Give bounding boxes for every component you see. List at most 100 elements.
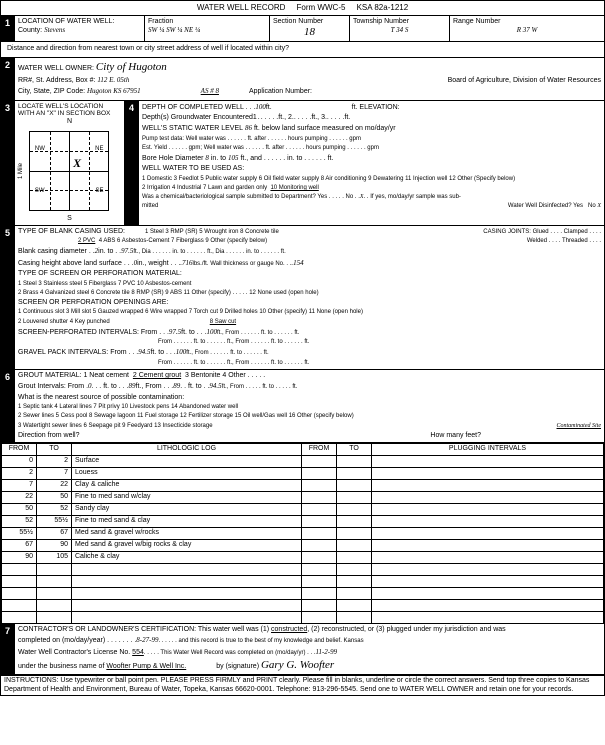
range-label: Range Number <box>453 18 601 26</box>
log-h-to2: TO <box>337 444 372 456</box>
disinf-x: X <box>597 203 601 210</box>
log-h-from2: FROM <box>302 444 337 456</box>
sec3-se: SE <box>96 188 104 195</box>
bore-ft: ft., and . . . . . . in. to . . . . . . … <box>240 155 333 163</box>
log-h-lith: LITHOLOGIC LOG <box>72 444 302 456</box>
open-label: SCREEN OR PERFORATION OPENINGS ARE: <box>18 298 601 308</box>
s7-business: Woofter Pump & Well Inc. <box>106 663 186 671</box>
table-row <box>2 612 604 624</box>
table-row: 27Louess <box>2 468 604 480</box>
table-row: 6790Med sand & gravel w/big rocks & clay <box>2 540 604 552</box>
gi-t0: 89 <box>129 382 136 390</box>
c3: 3 Watertight sewer lines 6 Seepage pit 9… <box>18 423 213 430</box>
swl-after: ft. below land surface measured on mo/da… <box>254 125 396 133</box>
chem-after: . . If yes, mo/day/yr sample was sub- <box>364 194 461 201</box>
form-header: WATER WELL RECORD Form WWC-5 KSA 82a-121… <box>1 1 604 16</box>
depth-label: DEPTH OF COMPLETED WELL . . . <box>142 104 255 112</box>
pvc-selected: 2 PVC <box>78 238 95 245</box>
county-label: County: <box>18 27 42 34</box>
log-h-to: TO <box>37 444 72 456</box>
c1: 1 Septic tank 4 Lateral lines 7 Pit priv… <box>18 403 601 412</box>
footer-instructions: INSTRUCTIONS: Use typewriter or ball poi… <box>1 675 604 695</box>
log-h-from: FROM <box>2 444 37 456</box>
range-value: R 37 W <box>453 26 601 34</box>
sec3-n: N <box>18 118 121 126</box>
s7-license-label: Water Well Contractor's License No. <box>18 649 130 657</box>
s7-rest1: , (2) reconstructed, or (3) plugged unde… <box>307 626 505 634</box>
gpi-row2: From . . . . . . ft. to . . . . . . ft.,… <box>18 359 601 368</box>
section-label: Section Number <box>273 18 346 26</box>
board-label: Board of Agriculture, Division of Water … <box>448 77 601 85</box>
distance-label: Distance and direction from nearest town… <box>4 43 601 55</box>
gi-f1: 89 <box>173 382 180 390</box>
township-value: T 34 S <box>353 26 446 34</box>
form-no: Form WWC-5 <box>297 3 346 12</box>
swl-value: 86 <box>245 124 252 132</box>
s7-sig-label: by (signature) <box>216 663 259 671</box>
spi-after: ft., From . . . . . . ft. to . . . . . .… <box>217 330 299 337</box>
section-x-mark: X <box>73 156 81 170</box>
spi-t: 100 <box>206 328 217 336</box>
s7-label: CONTRACTOR'S OR LANDOWNER'S CERTIFICATIO… <box>18 626 269 634</box>
section-7: 7 CONTRACTOR'S OR LANDOWNER'S CERTIFICAT… <box>1 624 604 675</box>
sec3-mile: 1 Mile <box>18 163 25 179</box>
disinf-label: Water Well Disinfected? Yes <box>508 203 583 210</box>
section-value: 18 <box>273 26 346 39</box>
gi-rest: ft., From . . . . . ft. to . . . . . ft. <box>222 384 298 391</box>
table-row: 722Clay & caliche <box>2 480 604 492</box>
joints2: Welded . . . . Threaded . . . . <box>527 238 601 245</box>
sec3-sw: SW <box>35 188 45 195</box>
est-label: Est. Yield . . . . . . gpm; Well water w… <box>142 144 601 153</box>
table-row <box>2 564 604 576</box>
sec6-label: GROUT MATERIAL: 1 Neat cement <box>18 372 129 380</box>
spi-row2: From . . . . . . ft. to . . . . . . ft.,… <box>18 338 601 347</box>
bd-label: Blank casing diameter . . <box>18 248 95 256</box>
section-num-6: 6 <box>1 370 15 442</box>
sec1-label: LOCATION OF WATER WELL: <box>18 18 141 26</box>
section-num-7: 7 <box>1 624 15 674</box>
spi-from-lbl: From . . . <box>141 329 169 337</box>
s7-rest3: . . . . . This Water Well Record was com… <box>144 650 316 657</box>
section-3-4: 3 LOCATE WELL'S LOCATION WITH AN "X" IN … <box>1 101 604 226</box>
bd-in: in. to . . <box>98 248 121 256</box>
section-box: NW NE SW SE X <box>29 131 109 211</box>
sec3-nw: NW <box>35 146 45 153</box>
table-row <box>2 600 604 612</box>
title: WATER WELL RECORD <box>197 3 286 12</box>
op2: 2 Louvered shutter 4 Key punched <box>18 319 110 326</box>
bore-in: in. to <box>211 155 226 163</box>
section-num-4: 4 <box>125 101 139 225</box>
form-container: WATER WELL RECORD Form WWC-5 KSA 82a-121… <box>0 0 605 696</box>
sec1-distance: Distance and direction from nearest town… <box>1 42 604 57</box>
gpi-from-lbl: From . . . <box>110 349 138 357</box>
dft: ft. <box>344 114 350 122</box>
gpi-f: 94.5 <box>138 348 150 356</box>
gi-label: Grout Intervals: From . <box>18 383 88 391</box>
sec3-label: LOCATE WELL'S LOCATION WITH AN "X" IN SE… <box>18 103 121 119</box>
ca-label: Casing height above land surface . . . <box>18 260 134 268</box>
chem-label: Was a chemical/bacteriological sample su… <box>142 194 360 201</box>
c2: 2 Sewer lines 5 Cess pool 8 Sewage lagoo… <box>18 412 601 421</box>
s7-date1: 8-27-99 <box>136 636 158 644</box>
section-2: 2 WATER WELL OWNER: City of Hugoton RR#,… <box>1 58 604 101</box>
log-h-plug: PLUGGING INTERVALS <box>372 444 604 456</box>
howmany-label: How many feet? <box>430 432 481 440</box>
table-row: 2250Fine to med sand w/clay <box>2 492 604 504</box>
s7-rest2: . . . . . . and this record is true to t… <box>158 638 363 645</box>
s7-under-label: under the business name of <box>18 663 104 671</box>
depth-unit: ft. <box>266 104 272 112</box>
sec5-opts2: 4 ABS 6 Asbestos-Cement 7 Fiberglass 9 O… <box>99 238 267 245</box>
county-value: Stevens <box>44 26 65 34</box>
ca-in: in., weight . . . <box>137 260 180 268</box>
owner-value: City of Hugoton <box>96 61 167 74</box>
use-selected: 10 Monitoring well <box>270 185 318 192</box>
table-row: 90105Caliche & clay <box>2 552 604 564</box>
bore-label: Bore Hole Diameter <box>142 155 203 163</box>
sec6-after: 3 Bentonite 4 Other . . . . . <box>185 372 265 380</box>
uses-1: 1 Domestic 3 Feedlot 5 Public water supp… <box>142 175 601 184</box>
table-row <box>2 576 604 588</box>
gpi-to-lbl: ft. to . . . <box>150 349 175 357</box>
wt-value: .716 <box>180 259 192 267</box>
depths-enc-label: Depth(s) Groundwater Encountered <box>142 114 253 122</box>
s7-signature: Gary G. Woofter <box>261 659 334 672</box>
